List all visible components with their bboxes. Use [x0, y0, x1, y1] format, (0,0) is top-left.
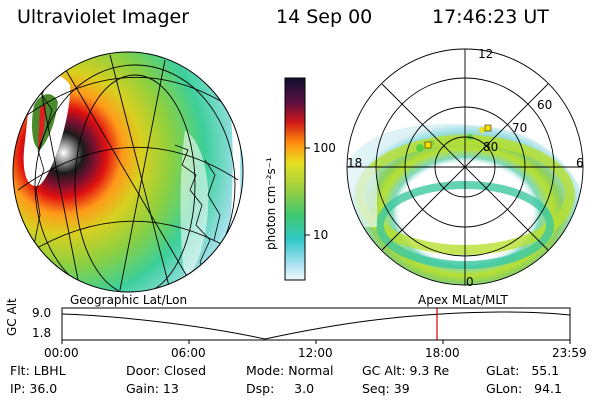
timeline-ytick-low: 1.8 — [32, 326, 52, 340]
geographic-globe — [12, 51, 244, 293]
mlat-label-60: 60 — [537, 98, 553, 112]
altitude-timeline — [61, 307, 571, 344]
geographic-caption: Geographic Lat/Lon — [70, 293, 188, 307]
time-label: 17:46:23 UT — [432, 6, 549, 28]
timeline-xtick-2359: 23:59 — [552, 346, 587, 360]
timeline-xtick-0000: 00:00 — [44, 346, 79, 360]
gc-alt-info: GC Alt: 9.3 Re — [362, 363, 450, 378]
ip-info: IP: 36.0 — [10, 381, 58, 396]
glon-info: GLon: 94.1 — [486, 381, 562, 396]
mlt-label-0: 0 — [466, 275, 474, 289]
date-label: 14 Sep 00 — [276, 6, 373, 28]
mlat-label-70: 70 — [512, 121, 528, 135]
mode-info: Mode: Normal — [246, 363, 334, 378]
colorbar-tick-10: 10 — [313, 228, 329, 242]
timeline-xtick-1800: 18:00 — [425, 346, 460, 360]
mlt-label-12: 12 — [478, 47, 494, 61]
colorbar-tick-100: 100 — [313, 141, 336, 155]
dsp-info: Dsp: 3.0 — [246, 381, 315, 396]
timeline-ytick-high: 9.0 — [32, 306, 52, 320]
glat-info: GLat: 55.1 — [486, 363, 560, 378]
seq-info: Seq: 39 — [362, 381, 410, 396]
timeline-xtick-0600: 06:00 — [171, 346, 206, 360]
gain-info: Gain: 13 — [126, 381, 179, 396]
instrument-title: Ultraviolet Imager — [17, 6, 190, 28]
mlt-label-6: 6 — [576, 156, 584, 170]
polar-plot — [346, 48, 584, 286]
door-info: Door: Closed — [126, 363, 207, 378]
mlt-label-18: 18 — [347, 156, 363, 170]
timeline-ylabel: GC Alt — [5, 298, 19, 336]
colorbar — [284, 77, 310, 281]
mlat-label-80: 80 — [483, 140, 499, 154]
timeline-xtick-1200: 12:00 — [298, 346, 333, 360]
apex-caption: Apex MLat/MLT — [418, 293, 508, 307]
filter-info: Flt: LBHL — [10, 363, 66, 378]
colorbar-label: photon cm⁻²s⁻¹ — [264, 157, 278, 250]
